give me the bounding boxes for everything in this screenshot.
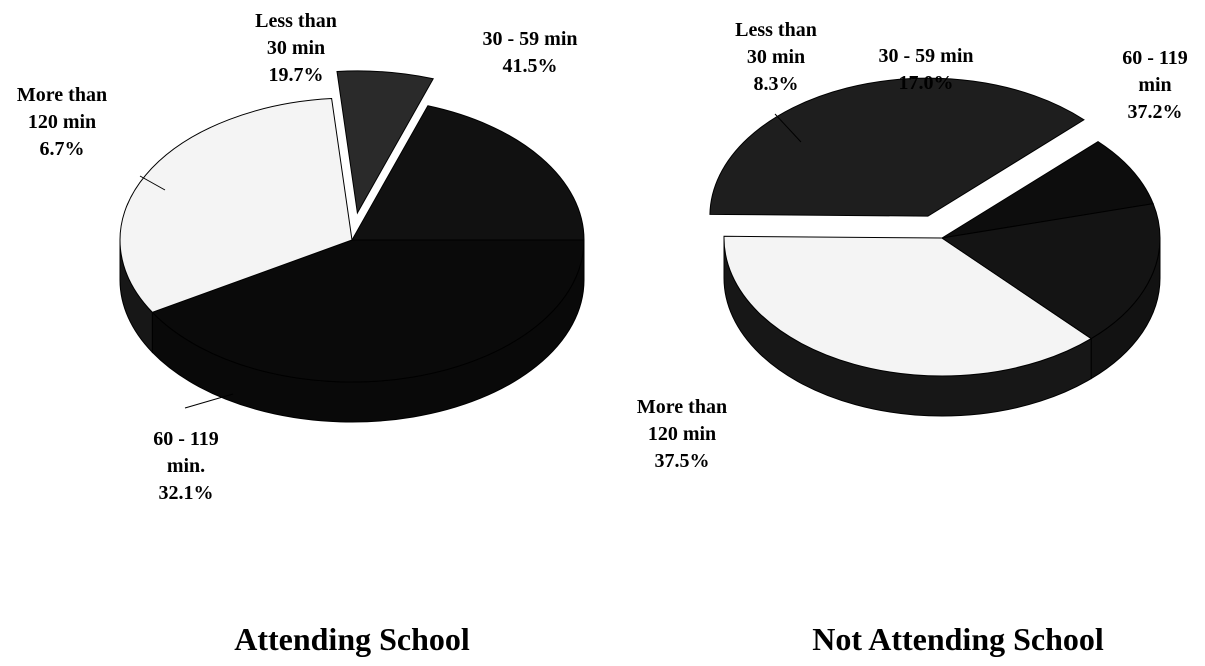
slice-label-more-than-120-min: More than 120 min 37.5%: [637, 396, 727, 472]
pie-slice-more-than-120-min: [336, 70, 434, 215]
chart-title: Attending School: [234, 621, 470, 657]
pie-slice-less-than-30-min: [941, 141, 1154, 239]
leader-line-60-119-min: [184, 393, 234, 409]
pie-slices: [709, 77, 1161, 417]
leader-lines: [774, 113, 802, 143]
leader-line-less-than-30-min: [774, 113, 802, 143]
slice-label-less-than-30-min: Less than 30 min 19.7%: [255, 10, 337, 86]
leader-lines: [139, 175, 234, 409]
pie-slices: [119, 70, 585, 423]
slice-label-30-59-min: 30 - 59 min 17.0%: [879, 45, 974, 94]
pie-chart-not-attending: 60 - 119 min 37.2% More than 120 min 37.5% Les…: [637, 19, 1188, 657]
slice-labels: 30 - 59 min 41.5% 60 - 119 min. 32.1% More th…: [17, 10, 578, 504]
chart-title: Not Attending School: [812, 621, 1104, 657]
slice-label-60-119-min: 60 - 119 min. 32.1%: [153, 428, 219, 504]
pie-slice-more-than-120-min: [709, 77, 1085, 217]
slice-labels: 60 - 119 min 37.2% More than 120 min 37.5% Les…: [637, 19, 1188, 472]
pie-slice-less-than-30-min: [351, 105, 585, 241]
pie-slice-60-119-min: [119, 98, 353, 354]
slice-label-more-than-120-min: More than 120 min 6.7%: [17, 84, 107, 160]
leader-line-more-than-120-min: [139, 175, 166, 191]
slice-label-60-119-min: 60 - 119 min 37.2%: [1122, 47, 1188, 123]
slice-label-less-than-30-min: Less than 30 min 8.3%: [735, 19, 817, 95]
pie-slice-30-59-min: [940, 203, 1161, 380]
slice-label-30-59-min: 30 - 59 min 41.5%: [483, 28, 578, 77]
pie-chart-attending: 30 - 59 min 41.5% 60 - 119 min. 32.1% More th…: [17, 10, 585, 657]
pie-slice-60-119-min: [723, 235, 1093, 417]
